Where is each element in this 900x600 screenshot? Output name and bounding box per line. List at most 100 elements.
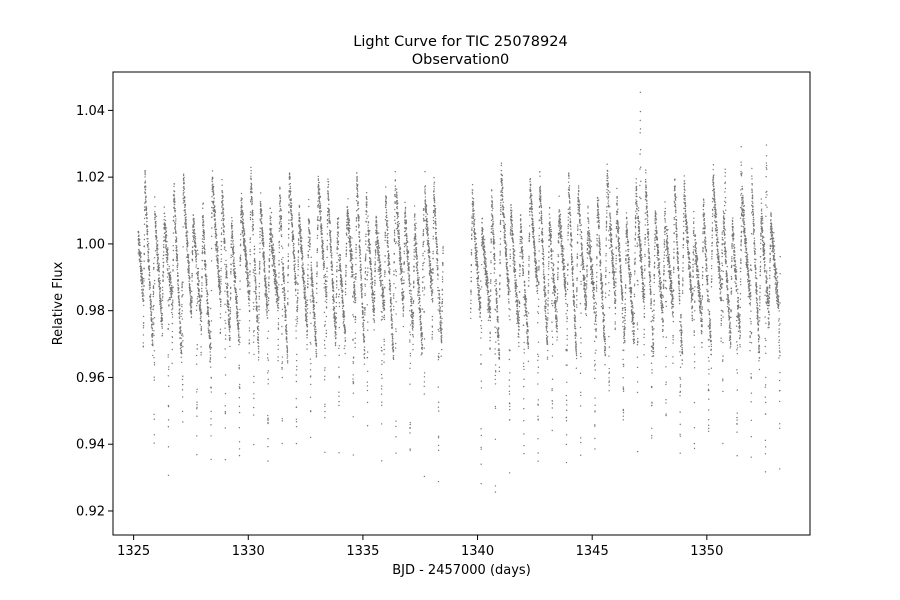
- data-point: [237, 319, 239, 322]
- data-point: [205, 280, 208, 282]
- data-point: [139, 244, 141, 246]
- data-point: [315, 339, 317, 342]
- data-point: [206, 291, 209, 294]
- data-point: [158, 285, 161, 288]
- data-point: [204, 253, 206, 255]
- data-point: [238, 448, 241, 450]
- data-point: [196, 388, 198, 391]
- data-point: [281, 362, 283, 365]
- data-point: [327, 178, 329, 180]
- data-point: [350, 248, 353, 250]
- data-point: [199, 295, 201, 298]
- data-point: [287, 259, 290, 262]
- data-point: [153, 262, 155, 265]
- data-point: [179, 308, 181, 310]
- data-point: [267, 372, 269, 374]
- data-point: [252, 209, 254, 212]
- data-point: [306, 320, 308, 322]
- data-point: [191, 260, 194, 262]
- data-point: [154, 213, 156, 215]
- data-point: [216, 251, 218, 253]
- data-point: [207, 312, 210, 314]
- data-point: [167, 300, 169, 302]
- data-point: [164, 238, 167, 240]
- data-point: [373, 321, 376, 323]
- data-point: [371, 283, 374, 285]
- data-point: [158, 277, 161, 279]
- data-point: [241, 206, 243, 208]
- data-point: [165, 239, 167, 242]
- data-point: [249, 274, 251, 276]
- data-point: [318, 188, 321, 191]
- data-point: [224, 412, 227, 415]
- data-point: [163, 206, 166, 208]
- data-point: [173, 190, 176, 193]
- data-point: [306, 312, 309, 314]
- data-point: [332, 296, 335, 299]
- data-point: [335, 301, 338, 304]
- data-point: [148, 288, 151, 290]
- data-point: [185, 224, 187, 227]
- data-point: [150, 312, 153, 314]
- data-point: [155, 236, 158, 239]
- data-point: [258, 329, 260, 331]
- data-point: [167, 247, 169, 249]
- data-point: [333, 307, 336, 310]
- data-point: [318, 192, 321, 195]
- data-point: [326, 267, 328, 269]
- data-point: [192, 214, 195, 216]
- data-point: [260, 212, 262, 214]
- data-point: [338, 391, 340, 393]
- data-point: [242, 212, 244, 215]
- data-point: [278, 263, 280, 265]
- data-point: [246, 264, 248, 266]
- data-point: [296, 282, 298, 284]
- data-point: [152, 308, 154, 311]
- data-point: [284, 305, 286, 307]
- data-point: [203, 241, 205, 244]
- data-point: [224, 319, 226, 322]
- data-point: [351, 250, 353, 253]
- data-point: [307, 236, 310, 238]
- data-point: [321, 245, 324, 247]
- data-point: [305, 308, 307, 311]
- data-point: [170, 296, 173, 299]
- data-point: [172, 291, 174, 293]
- data-point: [295, 397, 297, 400]
- data-point: [228, 315, 230, 317]
- data-point: [221, 212, 223, 215]
- data-point: [187, 254, 190, 256]
- data-point: [325, 301, 328, 304]
- data-point: [251, 200, 253, 203]
- data-point: [238, 364, 240, 367]
- data-point: [152, 285, 155, 287]
- data-point: [336, 234, 339, 236]
- data-point: [177, 280, 179, 283]
- data-point: [350, 236, 352, 238]
- data-point: [351, 276, 354, 278]
- data-point: [255, 288, 257, 291]
- data-point: [161, 317, 164, 320]
- data-point: [162, 274, 164, 276]
- data-point: [163, 236, 165, 238]
- data-point: [229, 306, 232, 309]
- data-point: [299, 221, 301, 223]
- data-point: [367, 267, 369, 269]
- data-point: [363, 363, 366, 365]
- data-point: [286, 341, 288, 343]
- data-point: [176, 268, 178, 271]
- data-point: [154, 216, 156, 219]
- data-point: [269, 254, 271, 256]
- data-point: [324, 324, 326, 326]
- data-point: [376, 227, 378, 229]
- data-point: [222, 212, 224, 214]
- data-point: [295, 277, 297, 279]
- data-point: [367, 271, 369, 273]
- data-point: [229, 337, 231, 339]
- data-point: [252, 234, 254, 236]
- data-point: [347, 209, 349, 211]
- data-point: [180, 315, 182, 318]
- data-point: [168, 268, 170, 270]
- data-point: [209, 334, 211, 337]
- data-point: [263, 252, 265, 254]
